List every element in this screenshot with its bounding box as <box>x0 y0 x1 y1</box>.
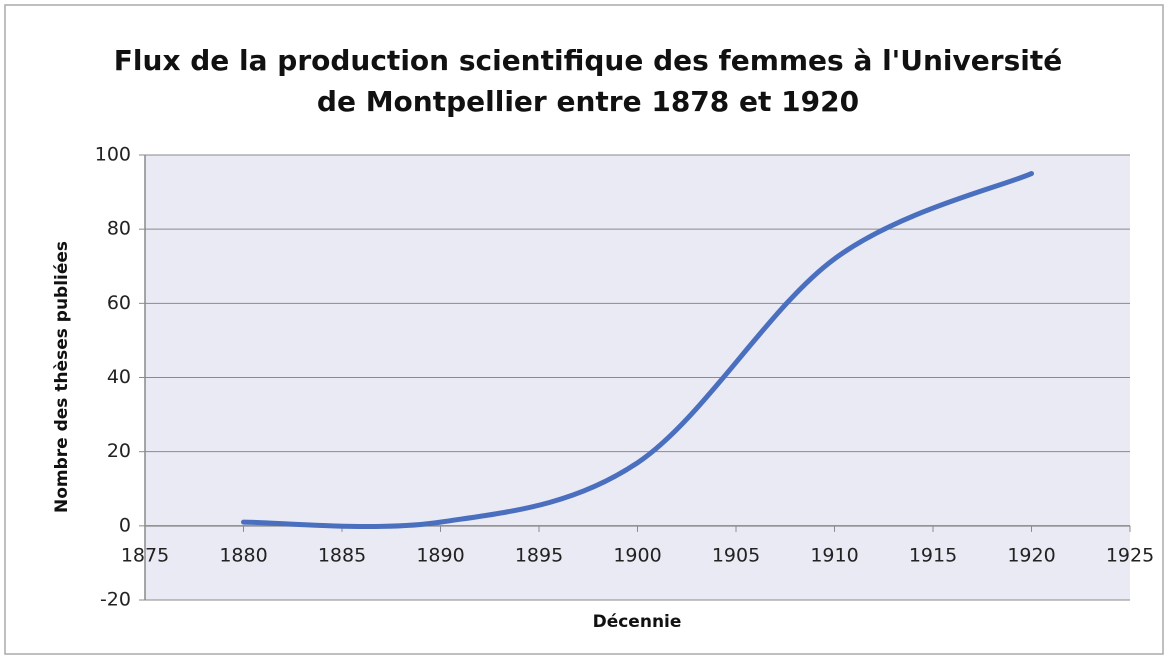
y-tick-label: 20 <box>107 440 131 462</box>
x-tick-label: 1880 <box>219 544 267 566</box>
y-tick-label: -20 <box>100 589 131 611</box>
x-axis-label: Décennie <box>593 612 682 632</box>
y-tick-label: 60 <box>107 292 131 314</box>
x-tick-label: 1905 <box>712 544 760 566</box>
y-tick-label: 40 <box>107 366 131 388</box>
chart-title: de Montpellier entre 1878 et 1920 <box>317 85 859 118</box>
y-tick-label: 0 <box>119 514 131 536</box>
x-tick-label: 1890 <box>416 544 464 566</box>
x-tick-label: 1875 <box>121 544 169 566</box>
x-tick-label: 1895 <box>515 544 563 566</box>
x-tick-label: 1915 <box>909 544 957 566</box>
chart-title: Flux de la production scientifique des f… <box>114 44 1062 77</box>
x-tick-label: 1900 <box>613 544 661 566</box>
y-tick-label: 100 <box>95 144 131 166</box>
x-tick-label: 1920 <box>1007 544 1055 566</box>
y-axis-label: Nombre des thèses publiées <box>52 241 72 513</box>
data-line <box>241 171 1034 530</box>
y-tick-label: 80 <box>107 218 131 240</box>
x-tick-label: 1885 <box>318 544 366 566</box>
x-tick-label: 1910 <box>810 544 858 566</box>
x-tick-label: 1925 <box>1106 544 1154 566</box>
